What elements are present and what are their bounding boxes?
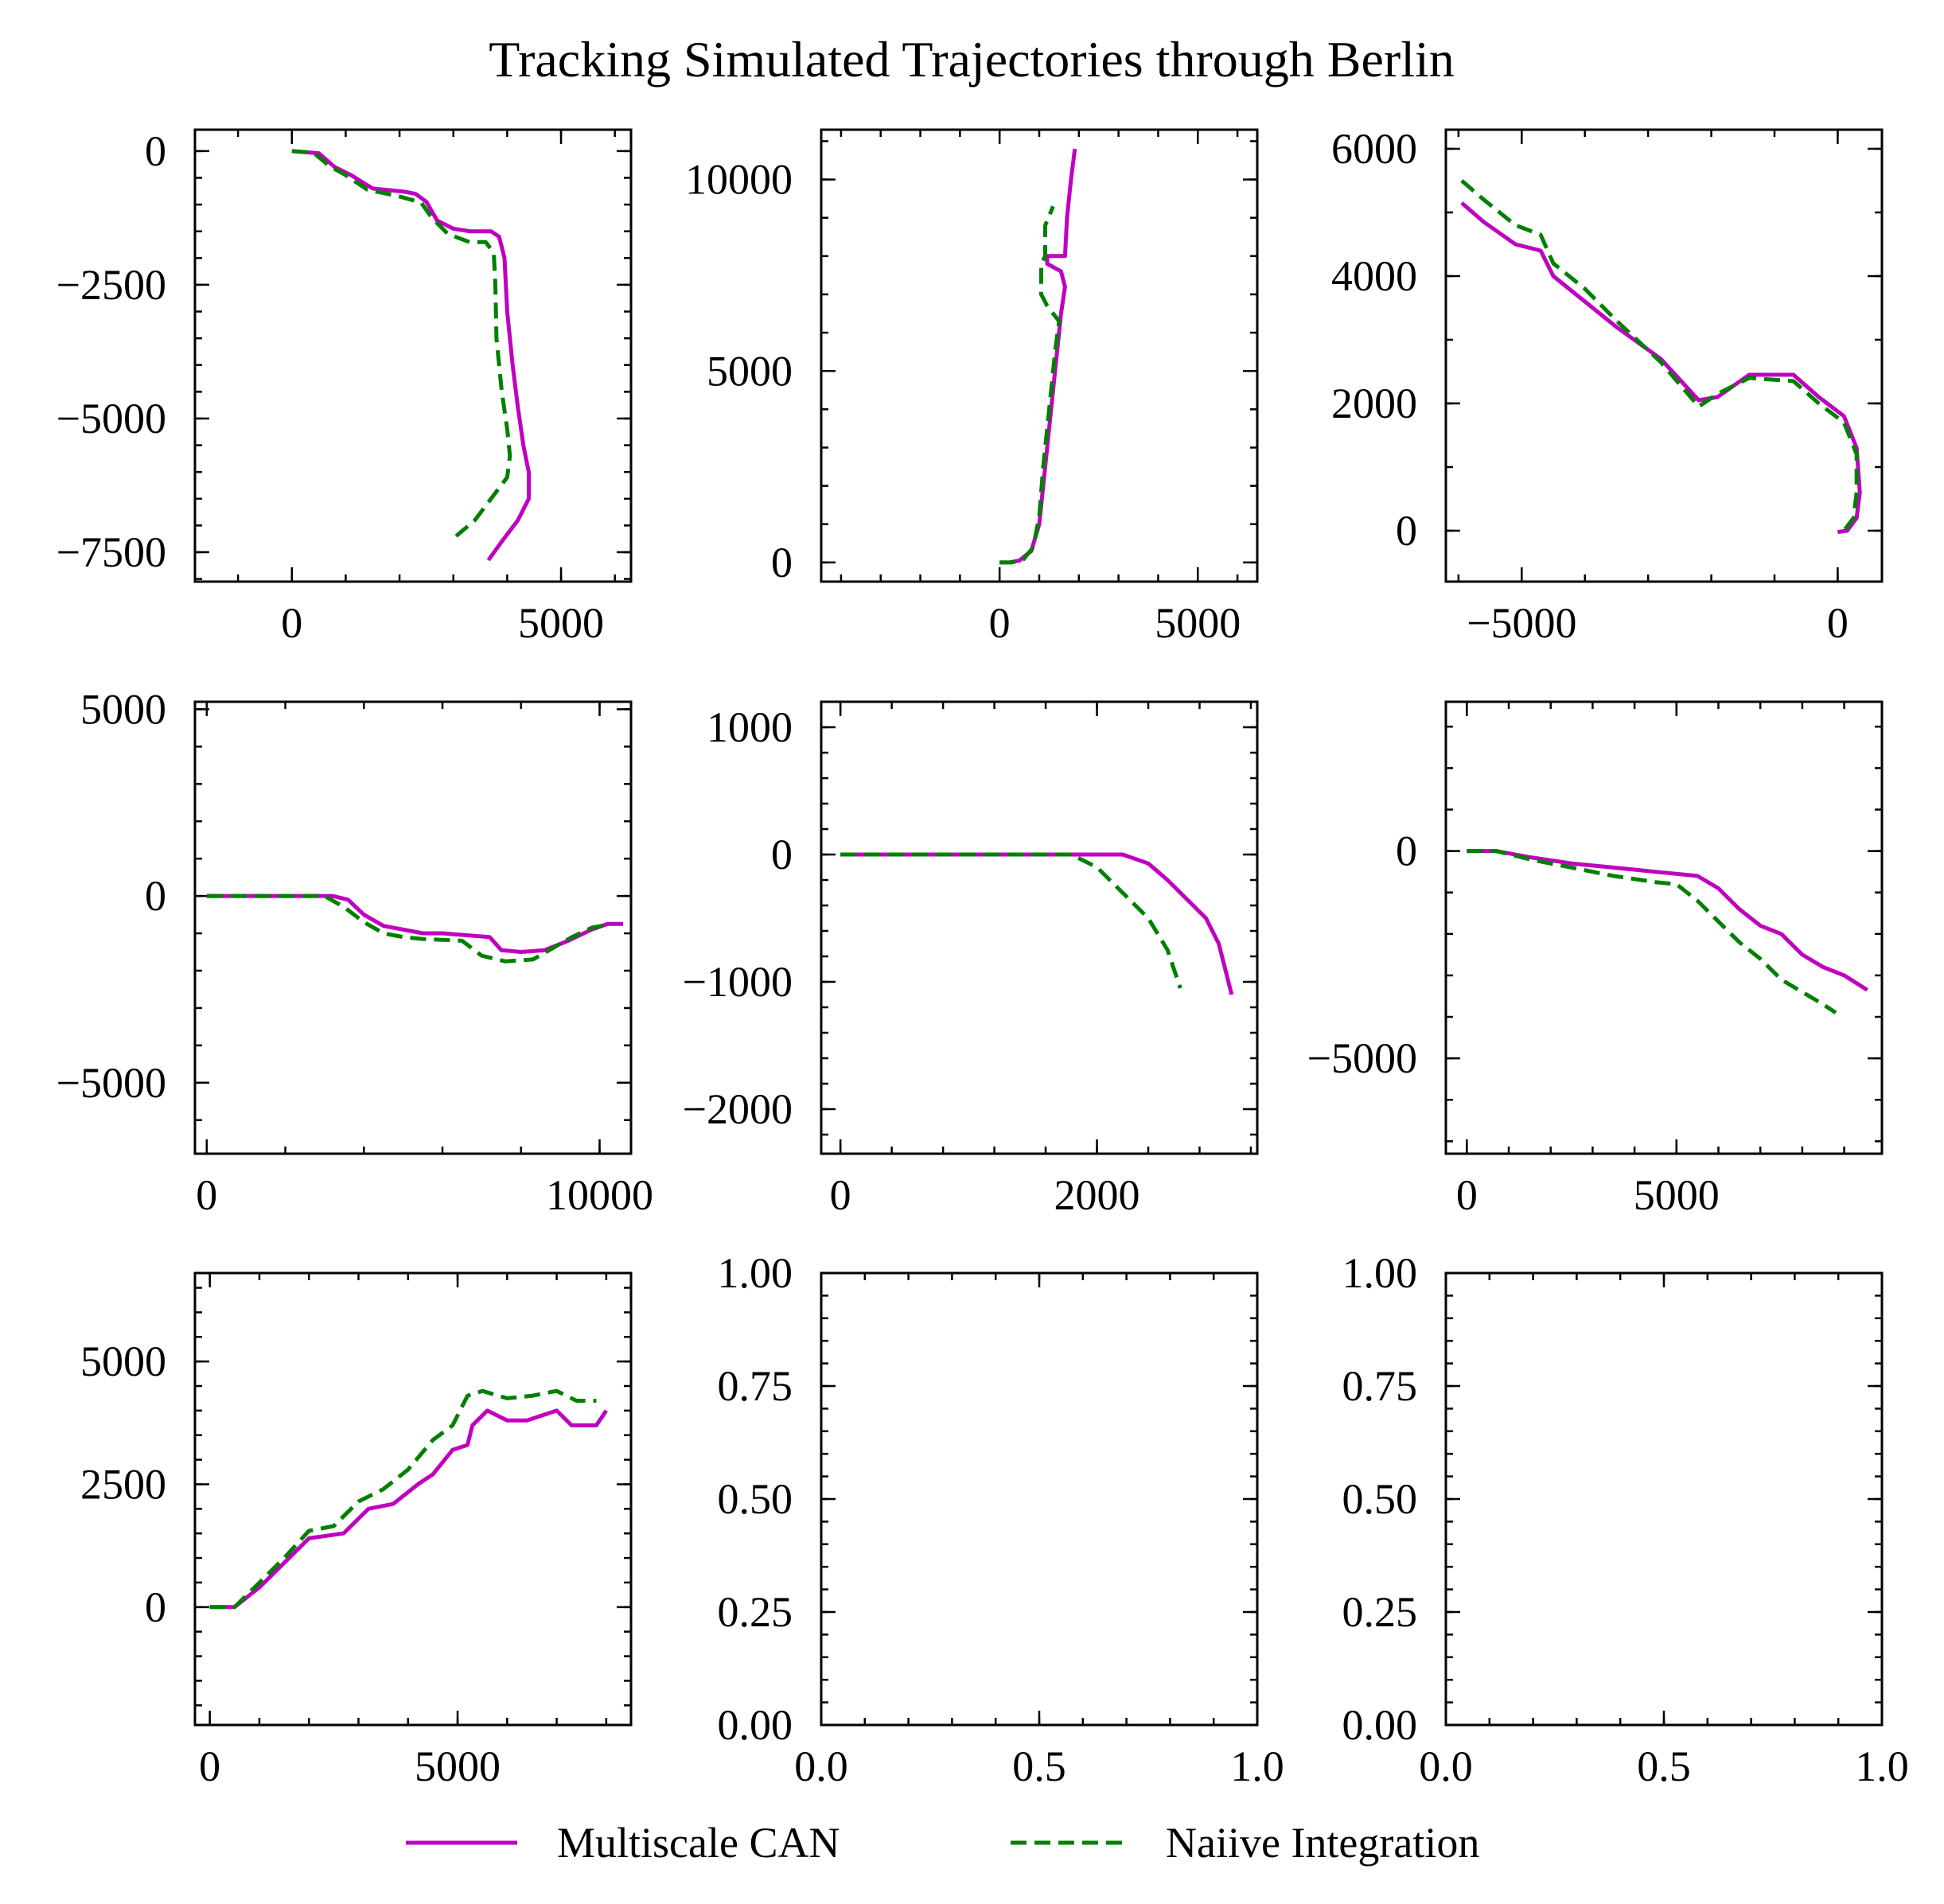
x-tick-label: 1.0	[1855, 1742, 1909, 1790]
axes-frame	[1444, 1271, 1884, 1727]
x-tick-label: −5000	[1467, 599, 1576, 647]
axes-frame	[193, 128, 633, 583]
x-tick-label: 0	[830, 1171, 851, 1219]
ticks	[1446, 702, 1882, 1154]
y-tick-label: 10000	[685, 156, 793, 204]
series-line-multiscale-can	[1467, 849, 1868, 992]
x-tick-label: 0.0	[794, 1742, 848, 1790]
y-tick-label: 2500	[80, 1460, 166, 1508]
series-line-naiive-integration	[209, 1388, 597, 1610]
series-line-multiscale-can	[206, 894, 624, 954]
y-tick-label: 0	[145, 872, 166, 920]
y-tick-label: 4000	[1331, 252, 1417, 300]
x-tick-label: 10000	[546, 1171, 653, 1219]
series-line-multiscale-can	[291, 149, 531, 562]
x-tick-label: 0	[281, 599, 302, 647]
y-tick-label: −5000	[56, 395, 166, 442]
y-tick-label: 1000	[707, 703, 793, 751]
x-tick-label: 5000	[518, 599, 604, 647]
legend-label-multiscale-can: Multiscale CAN	[557, 1819, 840, 1867]
axes-frame	[1444, 128, 1884, 583]
legend: Multiscale CAN Naiive Integration	[406, 1819, 1479, 1867]
x-tick-label: 2000	[1054, 1171, 1140, 1219]
figure-title: Tracking Simulated Trajectories through …	[489, 31, 1455, 88]
axes-frame	[1444, 700, 1884, 1155]
y-tick-label: −2500	[56, 261, 166, 309]
x-tick-label: 5000	[1634, 1171, 1720, 1219]
ticks	[195, 702, 631, 1154]
y-tick-label: 0.00	[1342, 1701, 1418, 1749]
y-tick-label: 5000	[80, 1337, 166, 1385]
series-line-naiive-integration	[1467, 849, 1837, 1014]
legend-label-naiive-integration: Naiive Integration	[1166, 1819, 1479, 1867]
subplot-1: 0 5000 0 −2500 −5000 −7500	[56, 127, 633, 647]
y-tick-label: 5000	[707, 347, 793, 395]
ticks	[195, 1273, 631, 1725]
subplot-7: 0 5000 0 2500 5000	[80, 1271, 633, 1790]
subplot-6: 0 5000 0 −5000	[1307, 700, 1884, 1219]
y-tick-label: −2000	[683, 1085, 793, 1133]
y-tick-label: 0	[771, 539, 793, 586]
y-tick-label: 0.25	[718, 1588, 793, 1636]
x-tick-label: 5000	[1155, 599, 1241, 647]
y-tick-label: 2000	[1331, 380, 1417, 427]
y-tick-label: 0.00	[718, 1701, 793, 1749]
series-line-naiive-integration	[206, 894, 612, 964]
x-tick-label: 1.0	[1230, 1742, 1284, 1790]
y-tick-label: 0	[145, 1583, 166, 1631]
series-line-multiscale-can	[840, 852, 1234, 995]
x-tick-label: 0.5	[1637, 1742, 1691, 1790]
x-tick-label: 0	[196, 1171, 217, 1219]
axes-frame	[820, 1271, 1259, 1727]
y-tick-label: 0	[1396, 507, 1417, 555]
y-tick-label: 0.50	[718, 1475, 793, 1523]
series-line-naiive-integration	[291, 149, 512, 538]
y-tick-label: −5000	[1307, 1034, 1417, 1082]
axes-frame	[820, 128, 1259, 583]
series-line-naiive-integration	[999, 205, 1062, 565]
y-tick-label: 1.00	[1342, 1249, 1418, 1297]
y-tick-label: 0.25	[1342, 1588, 1418, 1636]
subplot-9: 0.0 0.5 1.0 0.00 0.25 0.50 0.75 1.00	[1342, 1249, 1909, 1790]
subplot-2: 0 5000 0 5000 10000	[685, 128, 1259, 647]
axes-frame	[820, 700, 1259, 1155]
series-line-naiive-integration	[1460, 179, 1859, 535]
y-tick-label: −1000	[683, 958, 793, 1006]
ticks	[821, 700, 1257, 1154]
x-tick-label: 0	[989, 599, 1011, 647]
x-tick-label: 0	[199, 1742, 220, 1790]
ticks	[195, 130, 631, 582]
series-line-naiive-integration	[840, 852, 1182, 989]
ticks	[1446, 130, 1882, 582]
series-line-multiscale-can	[209, 1408, 608, 1610]
x-tick-label: 0	[1456, 1171, 1478, 1219]
x-tick-label: 0.5	[1012, 1742, 1066, 1790]
y-tick-label: 1.00	[718, 1249, 793, 1297]
subplot-5: 0 2000 1000 0 −1000 −2000	[683, 700, 1259, 1219]
series-line-multiscale-can	[999, 148, 1077, 565]
y-tick-label: 6000	[1331, 125, 1417, 173]
y-tick-label: −7500	[56, 528, 166, 576]
x-tick-label: 0.0	[1419, 1742, 1473, 1790]
x-tick-label: 5000	[415, 1742, 501, 1790]
ticks	[1444, 1271, 1884, 1727]
subplot-3: −5000 0 0 2000 4000 6000	[1331, 125, 1884, 647]
y-tick-label: 0.50	[1342, 1475, 1418, 1523]
axes-frame	[193, 1271, 633, 1727]
x-tick-label: 0	[1827, 599, 1849, 647]
y-tick-label: 0	[1396, 827, 1417, 875]
series-line-multiscale-can	[1460, 201, 1862, 535]
y-tick-label: 5000	[80, 685, 166, 733]
y-tick-label: 0.75	[1342, 1362, 1418, 1410]
y-tick-label: 0.75	[718, 1362, 793, 1410]
subplot-4: 0 10000 5000 0 −5000	[56, 685, 653, 1219]
y-tick-label: −5000	[56, 1059, 166, 1107]
subplot-8: 0.0 0.5 1.0 0.00 0.25 0.50 0.75 1.00	[718, 1249, 1284, 1790]
ticks	[820, 1271, 1259, 1727]
axes-frame	[193, 700, 633, 1155]
y-tick-label: 0	[145, 127, 166, 175]
y-tick-label: 0	[771, 831, 793, 878]
